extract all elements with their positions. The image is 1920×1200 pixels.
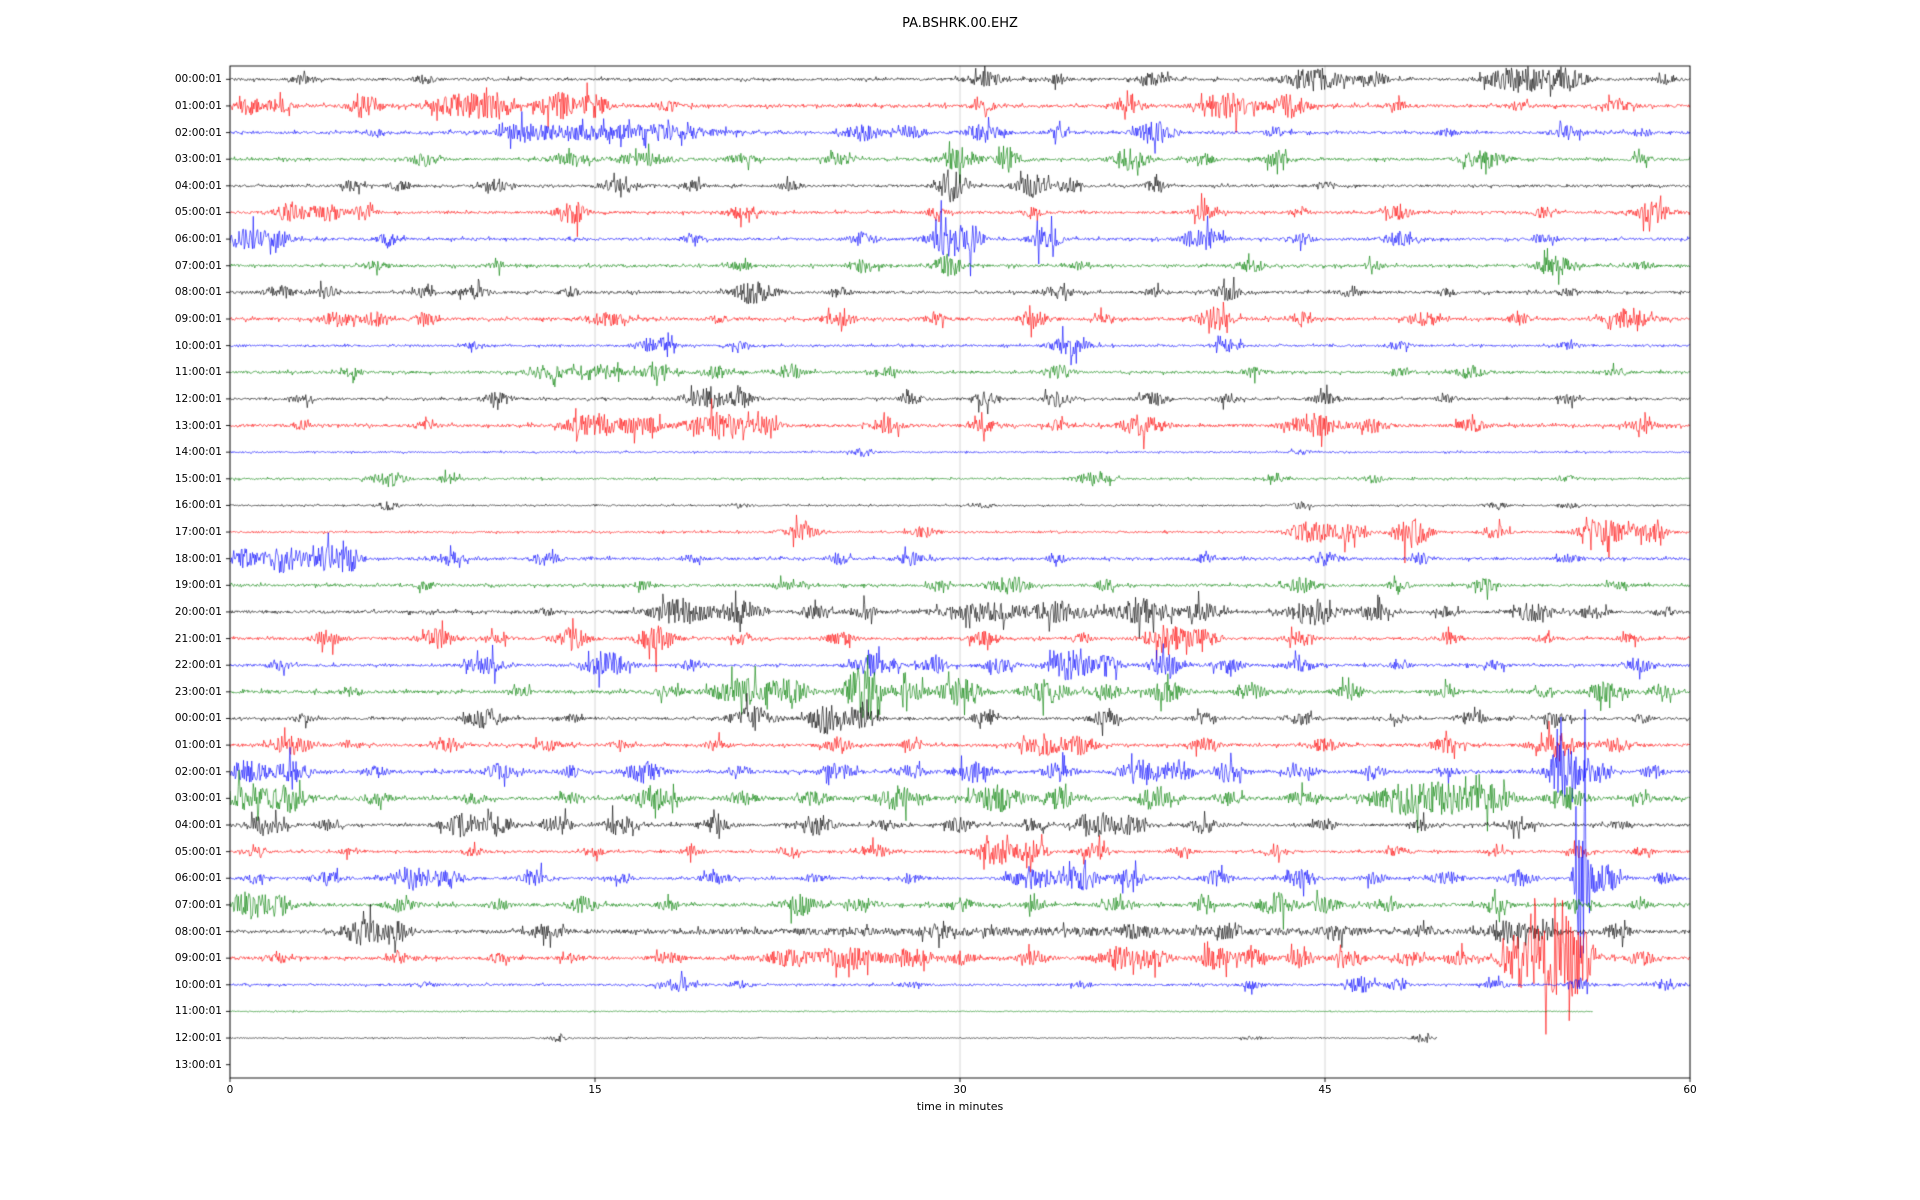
row-time-label: 05:00:01: [174, 206, 222, 219]
row-time-label: 11:00:01: [174, 1005, 222, 1018]
row-time-label: 00:00:01: [174, 73, 222, 86]
row-time-label: 13:00:01: [174, 419, 222, 432]
x-tick-label: 30: [953, 1084, 967, 1096]
row-time-label: 13:00:01: [174, 1058, 222, 1071]
row-time-label: 22:00:01: [174, 659, 222, 672]
row-time-label: 06:00:01: [174, 872, 222, 885]
row-time-label: 04:00:01: [174, 179, 222, 192]
row-time-label: 06:00:01: [174, 233, 222, 246]
row-time-label: 10:00:01: [174, 339, 222, 352]
row-time-label: 00:00:01: [174, 712, 222, 725]
row-time-label: 12:00:01: [174, 392, 222, 405]
row-time-label: 01:00:01: [174, 739, 222, 752]
row-time-label: 09:00:01: [174, 313, 222, 325]
chart-title: PA.BSHRK.00.EHZ: [902, 16, 1018, 31]
x-tick-label: 15: [588, 1084, 602, 1096]
row-time-label: 08:00:01: [174, 925, 222, 938]
row-time-label: 03:00:01: [174, 153, 222, 166]
row-time-label: 08:00:01: [174, 286, 222, 299]
row-time-label: 10:00:01: [174, 978, 222, 991]
row-time-label: 11:00:01: [174, 366, 222, 379]
row-time-label: 14:00:01: [174, 446, 222, 459]
row-time-label: 01:00:01: [174, 99, 222, 112]
x-tick-label: 45: [1318, 1084, 1332, 1096]
row-time-label: 23:00:01: [174, 685, 222, 698]
row-time-label: 09:00:01: [174, 952, 222, 965]
row-time-label: 07:00:01: [174, 898, 222, 911]
row-time-label: 17:00:01: [174, 526, 222, 539]
row-time-label: 03:00:01: [174, 792, 222, 805]
row-time-label: 12:00:01: [174, 1032, 222, 1045]
x-axis-title: time in minutes: [916, 1100, 1004, 1113]
row-time-label: 15:00:01: [174, 472, 222, 485]
row-time-label: 21:00:01: [174, 632, 222, 645]
row-time-label: 05:00:01: [174, 845, 222, 858]
row-time-label: 18:00:01: [174, 552, 222, 565]
row-time-label: 16:00:01: [174, 499, 222, 512]
row-time-label: 19:00:01: [174, 579, 222, 592]
row-time-label: 20:00:01: [174, 605, 222, 618]
x-tick-label: 0: [226, 1084, 234, 1096]
row-time-label: 02:00:01: [174, 126, 222, 139]
row-time-label: 04:00:01: [174, 819, 222, 831]
x-tick-label: 60: [1683, 1084, 1697, 1096]
row-time-label: 07:00:01: [174, 259, 222, 272]
row-time-label: 02:00:01: [174, 765, 222, 778]
